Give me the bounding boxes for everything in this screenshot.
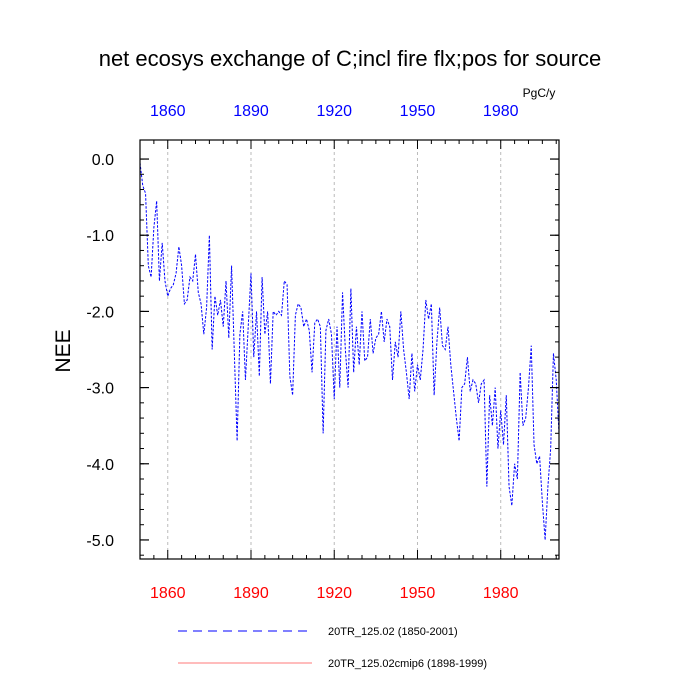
- legend-label-1: 20TR_125.02cmip6 (1898-1999): [328, 658, 487, 670]
- x-tick-label-bottom: 1890: [233, 585, 269, 602]
- x-tick-label-top: 1920: [316, 103, 352, 120]
- plot-frame: [139, 139, 560, 560]
- x-tick-label-top: 1890: [233, 103, 269, 120]
- units-label: PgC/y: [523, 86, 556, 100]
- plot-data: [139, 162, 560, 540]
- tick-labels: 0.0 -1.0 -2.0 -3.0 -4.0 -5.0 1860 1860 1890 1890 1…: [86, 103, 518, 602]
- x-tick-label-top: 1860: [150, 103, 186, 120]
- y-tick-label: -1.0: [86, 228, 114, 245]
- x-tick-label-top: 1950: [400, 103, 436, 120]
- x-tick-label-top: 1980: [483, 103, 519, 120]
- y-tick-label: -5.0: [86, 533, 114, 550]
- x-tick-label-bottom: 1860: [150, 585, 186, 602]
- y-axis-label: NEE: [52, 329, 75, 372]
- axes: [139, 139, 560, 560]
- legend: 20TR_125.02 (1850-2001) 20TR_125.02cmip6 …: [178, 626, 487, 670]
- y-tick-label: -3.0: [86, 381, 114, 398]
- series-line-0: [139, 162, 560, 540]
- y-tick-label: -4.0: [86, 457, 114, 474]
- x-tick-label-bottom: 1980: [483, 585, 519, 602]
- x-tick-label-bottom: 1950: [400, 585, 436, 602]
- chart-title: net ecosys exchange of C;incl fire flx;p…: [99, 46, 602, 71]
- grid-lines: [167, 140, 502, 559]
- legend-label-0: 20TR_125.02 (1850-2001): [328, 626, 458, 638]
- x-tick-label-bottom: 1920: [316, 585, 352, 602]
- y-tick-label: -2.0: [86, 304, 114, 321]
- y-tick-label: 0.0: [92, 152, 114, 169]
